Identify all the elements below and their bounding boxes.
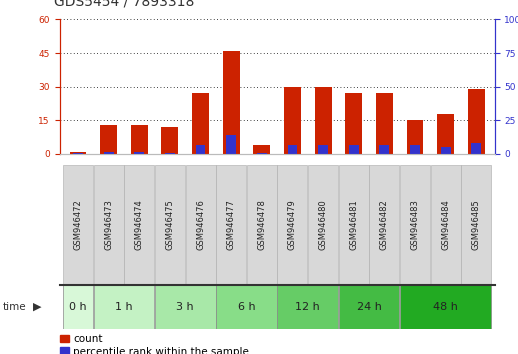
- Bar: [400, 285, 491, 329]
- Bar: [314, 87, 332, 154]
- Bar: [380, 144, 390, 154]
- Text: GSM946482: GSM946482: [380, 199, 389, 250]
- Bar: [339, 165, 369, 285]
- Bar: [410, 144, 420, 154]
- Text: 12 h: 12 h: [295, 302, 320, 312]
- Bar: [441, 147, 451, 154]
- Bar: [94, 285, 154, 329]
- Text: GSM946475: GSM946475: [165, 199, 175, 250]
- Bar: [253, 145, 270, 154]
- Bar: [400, 165, 430, 285]
- Bar: [471, 143, 481, 154]
- Bar: [100, 125, 117, 154]
- Bar: [462, 165, 491, 285]
- Bar: [369, 165, 399, 285]
- Bar: [437, 114, 454, 154]
- Bar: [155, 165, 185, 285]
- Text: 0 h: 0 h: [69, 302, 87, 312]
- Text: GSM946473: GSM946473: [104, 199, 113, 250]
- Bar: [318, 144, 328, 154]
- Bar: [407, 120, 423, 154]
- Text: GSM946483: GSM946483: [411, 199, 420, 250]
- Bar: [155, 285, 215, 329]
- Bar: [376, 93, 393, 154]
- Bar: [278, 165, 308, 285]
- Text: GSM946481: GSM946481: [349, 199, 358, 250]
- Bar: [131, 125, 148, 154]
- Bar: [216, 165, 246, 285]
- Text: ▶: ▶: [33, 302, 41, 312]
- Text: 24 h: 24 h: [356, 302, 381, 312]
- Bar: [339, 285, 399, 329]
- Bar: [104, 152, 113, 154]
- Text: 48 h: 48 h: [433, 302, 458, 312]
- Bar: [63, 165, 93, 285]
- Bar: [468, 89, 485, 154]
- Bar: [134, 152, 144, 154]
- Text: GSM946472: GSM946472: [74, 199, 82, 250]
- Bar: [165, 153, 175, 154]
- Text: 6 h: 6 h: [238, 302, 255, 312]
- Text: GDS5454 / 7893318: GDS5454 / 7893318: [54, 0, 195, 9]
- Text: time: time: [3, 302, 26, 312]
- Text: GSM946474: GSM946474: [135, 199, 143, 250]
- Bar: [257, 153, 267, 154]
- Bar: [284, 87, 301, 154]
- Text: GSM946476: GSM946476: [196, 199, 205, 250]
- Legend: count, percentile rank within the sample: count, percentile rank within the sample: [60, 335, 249, 354]
- Bar: [346, 93, 362, 154]
- Text: GSM946477: GSM946477: [227, 199, 236, 250]
- Bar: [185, 165, 215, 285]
- Bar: [278, 285, 338, 329]
- Bar: [226, 135, 236, 154]
- Bar: [94, 165, 124, 285]
- Bar: [223, 51, 240, 154]
- Bar: [63, 285, 93, 329]
- Text: GSM946485: GSM946485: [472, 199, 481, 250]
- Bar: [192, 93, 209, 154]
- Bar: [216, 285, 277, 329]
- Bar: [349, 144, 358, 154]
- Bar: [308, 165, 338, 285]
- Bar: [287, 144, 297, 154]
- Bar: [69, 152, 87, 154]
- Text: 1 h: 1 h: [115, 302, 133, 312]
- Bar: [124, 165, 154, 285]
- Bar: [430, 165, 461, 285]
- Bar: [196, 144, 206, 154]
- Text: GSM946479: GSM946479: [288, 199, 297, 250]
- Bar: [73, 153, 83, 154]
- Text: GSM946478: GSM946478: [257, 199, 266, 250]
- Text: GSM946480: GSM946480: [319, 199, 327, 250]
- Text: GSM946484: GSM946484: [441, 199, 450, 250]
- Bar: [162, 127, 178, 154]
- Text: 3 h: 3 h: [177, 302, 194, 312]
- Bar: [247, 165, 277, 285]
